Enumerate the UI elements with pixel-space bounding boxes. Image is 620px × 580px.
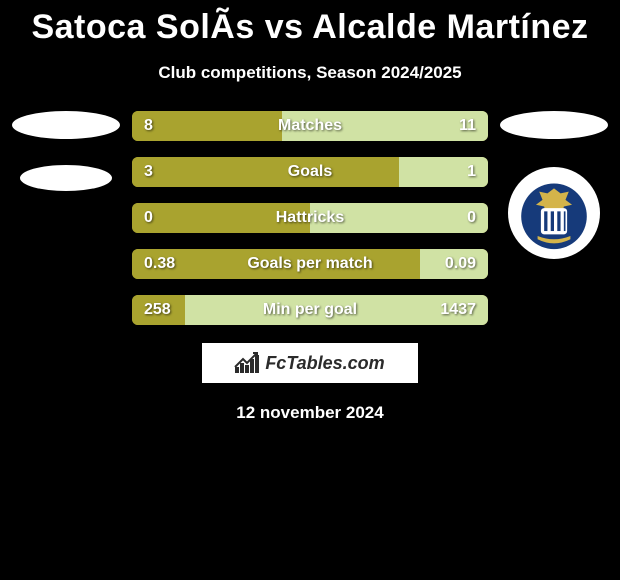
stat-val-right: 1 xyxy=(467,157,476,187)
stat-row: 8Matches11 xyxy=(132,111,488,141)
stat-row: 0Hattricks0 xyxy=(132,203,488,233)
stat-val-right: 0.09 xyxy=(445,249,476,279)
comparison-area: 8Matches11 3Goals1 0Hattricks0 0.38Goals pe… xyxy=(0,111,620,325)
stat-label: Goals per match xyxy=(132,249,488,279)
stat-val-right: 0 xyxy=(467,203,476,233)
player-right-oval-1 xyxy=(500,111,608,139)
stat-label: Hattricks xyxy=(132,203,488,233)
stat-row: 258Min per goal1437 xyxy=(132,295,488,325)
crest-icon xyxy=(513,172,595,254)
stat-row: 3Goals1 xyxy=(132,157,488,187)
brand-arrow-icon xyxy=(233,351,261,373)
page-title: Satoca SolÃ­s vs Alcalde Martínez xyxy=(0,8,620,47)
brand-text: FcTables.com xyxy=(265,353,384,374)
date-line: 12 november 2024 xyxy=(0,403,620,423)
left-side-col xyxy=(6,111,126,191)
stat-bars: 8Matches11 3Goals1 0Hattricks0 0.38Goals pe… xyxy=(126,111,494,325)
player-left-oval-2 xyxy=(20,165,112,191)
stat-label: Min per goal xyxy=(132,295,488,325)
brand-box: FcTables.com xyxy=(202,343,418,383)
stat-row: 0.38Goals per match0.09 xyxy=(132,249,488,279)
club-crest xyxy=(508,167,600,259)
right-side-col xyxy=(494,111,614,259)
subtitle: Club competitions, Season 2024/2025 xyxy=(0,63,620,83)
stat-val-right: 1437 xyxy=(440,295,476,325)
stat-label: Matches xyxy=(132,111,488,141)
brand-chart-icon xyxy=(235,353,259,373)
stat-label: Goals xyxy=(132,157,488,187)
stat-val-right: 11 xyxy=(459,111,476,141)
player-left-oval-1 xyxy=(12,111,120,139)
